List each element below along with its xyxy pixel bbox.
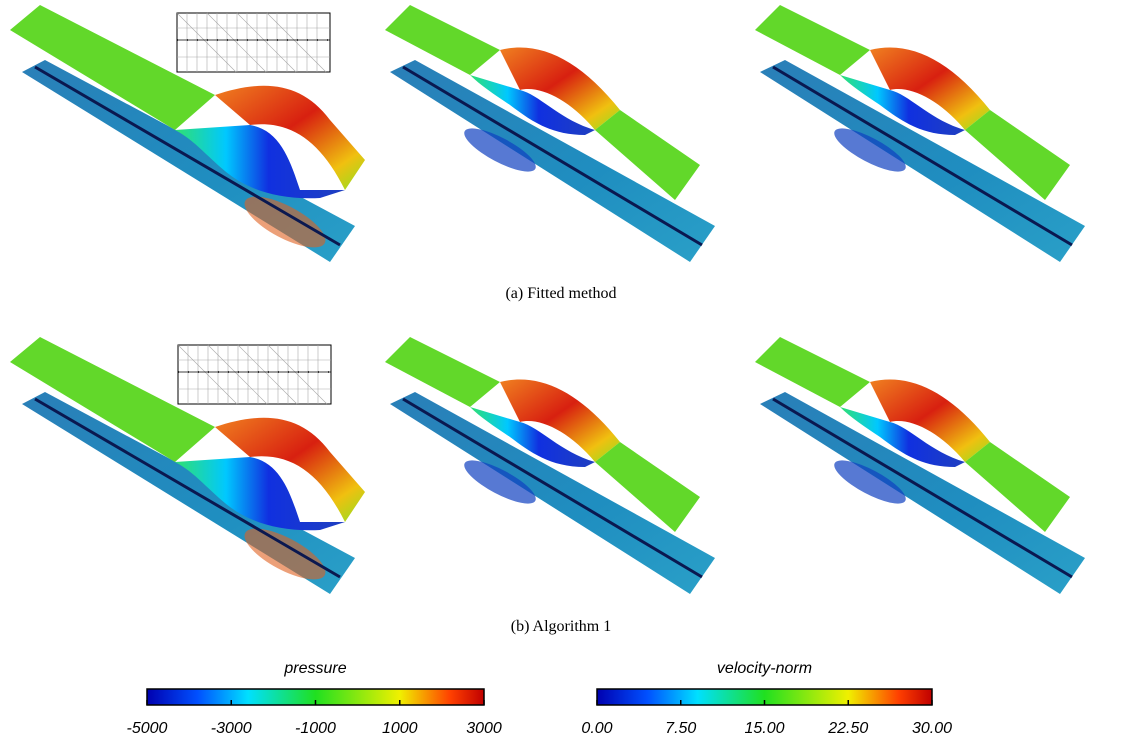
colorbar-tick-label: -3000 xyxy=(211,720,252,737)
colorbar-tick-label: 15.00 xyxy=(744,720,784,737)
colorbar-title: pressure xyxy=(283,660,346,677)
render-b3 xyxy=(753,335,1087,596)
colorbar-tick-label: -5000 xyxy=(127,720,168,737)
colorbar-title: velocity-norm xyxy=(717,660,812,677)
colorbar-tick-label: 30.00 xyxy=(912,720,952,737)
colorbar-tick-label: 3000 xyxy=(466,720,502,737)
render-a3 xyxy=(753,3,1087,264)
caption: (b) Algorithm 1 xyxy=(511,618,611,635)
colorbar-tick-label: -1000 xyxy=(295,720,336,737)
caption: (a) Fitted method xyxy=(505,285,616,302)
colorbar-tick-label: 1000 xyxy=(382,720,418,737)
colorbar-tick-label: 7.50 xyxy=(665,720,696,737)
render-b1 xyxy=(8,335,367,596)
render-b2 xyxy=(383,335,717,596)
render-a2 xyxy=(383,3,717,264)
render-a1 xyxy=(8,3,367,264)
colorbar-tick-label: 0.00 xyxy=(581,720,612,737)
colorbar-tick-label: 22.50 xyxy=(827,720,868,737)
